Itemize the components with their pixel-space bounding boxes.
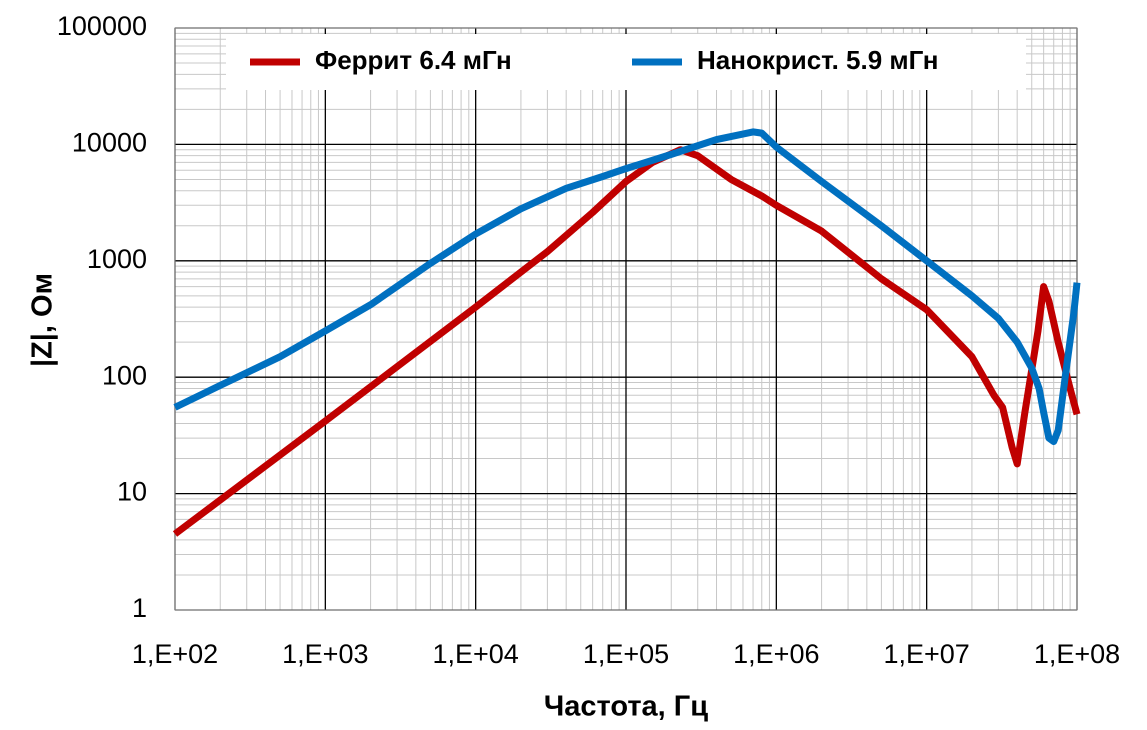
legend-label: Феррит 6.4 мГн xyxy=(315,45,512,75)
x-tick-label: 1,E+04 xyxy=(433,639,519,669)
x-tick-label: 1,E+03 xyxy=(282,639,368,669)
series-line xyxy=(173,128,1081,446)
x-tick-label: 1,E+06 xyxy=(733,639,819,669)
y-tick-label: 1 xyxy=(132,593,147,623)
x-tick-label: 1,E+05 xyxy=(583,639,669,669)
legend: Феррит 6.4 мГн Нанокрист. 5.9 мГн xyxy=(226,34,1026,90)
y-axis-label: |Z|, Ом xyxy=(27,273,59,367)
x-tick-label: 1,E+02 xyxy=(132,639,218,669)
series-line xyxy=(172,146,1081,537)
legend-label: Нанокрист. 5.9 мГн xyxy=(697,45,938,75)
y-tick-label: 100 xyxy=(102,360,147,390)
x-tick-label: 1,E+07 xyxy=(884,639,970,669)
y-tick-label: 1000 xyxy=(87,244,147,274)
y-tick-label: 10000 xyxy=(72,128,147,158)
x-tick-label: 1,E+08 xyxy=(1034,639,1120,669)
grid xyxy=(174,27,1078,611)
x-axis-label: Частота, Гц xyxy=(544,691,708,723)
y-tick-label: 10 xyxy=(117,477,147,507)
plot-border xyxy=(174,27,1078,611)
plot xyxy=(172,128,1081,537)
y-tick-label: 100000 xyxy=(57,11,147,41)
legend-box xyxy=(226,34,1026,90)
